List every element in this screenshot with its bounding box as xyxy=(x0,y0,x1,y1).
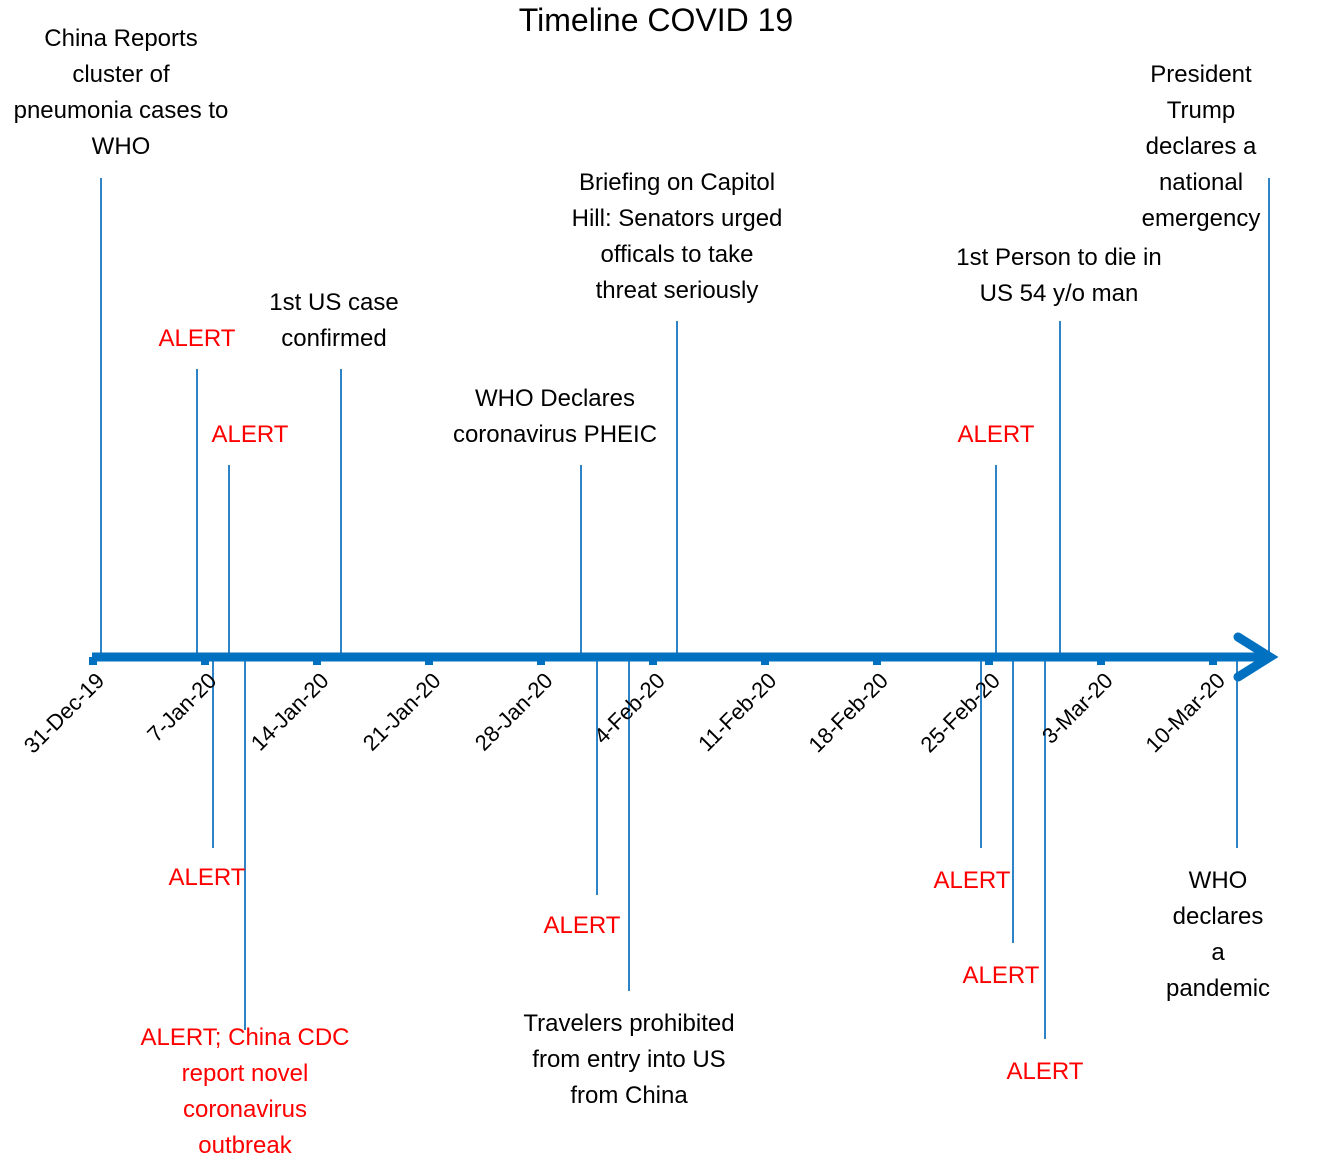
event-label: WHO declares a pandemic xyxy=(1165,867,1271,1002)
arrow-head-icon xyxy=(1233,632,1279,682)
axis-tick-mark xyxy=(649,657,657,665)
event-label: 1st Person to die in US 54 y/o man xyxy=(956,244,1162,307)
axis-tick-mark xyxy=(1209,657,1217,665)
axis-tick-mark xyxy=(201,657,209,665)
alert-label: ALERT xyxy=(211,421,289,448)
axis-tick-mark xyxy=(89,657,97,665)
alert-label: ALERT xyxy=(543,912,621,939)
axis-tick-mark xyxy=(873,657,881,665)
axis-tick-mark xyxy=(537,657,545,665)
alert-label: ALERT xyxy=(962,962,1040,989)
event-label: Travelers prohibited from entry into US … xyxy=(523,1010,735,1109)
axis-tick-mark xyxy=(1097,657,1105,665)
alert-label: ALERT xyxy=(957,421,1035,448)
axis-tick-mark xyxy=(425,657,433,665)
event-label: China Reports cluster of pneumonia cases… xyxy=(13,25,229,160)
alert-label: ALERT; China CDC report novel coronaviru… xyxy=(140,1024,350,1159)
event-label: Briefing on Capitol Hill: Senators urged… xyxy=(571,169,783,304)
event-label: 1st US case confirmed xyxy=(269,289,399,352)
axis-tick-mark xyxy=(761,657,769,665)
alert-label: ALERT xyxy=(933,867,1011,894)
axis-tick-mark xyxy=(985,657,993,665)
alert-label: ALERT xyxy=(158,325,236,352)
axis-tick-mark xyxy=(313,657,321,665)
alert-label: ALERT xyxy=(1006,1058,1084,1085)
alert-label: ALERT xyxy=(168,864,246,891)
event-label: WHO Declares coronavirus PHEIC xyxy=(452,385,658,448)
diagram-title: Timeline COVID 19 xyxy=(518,2,794,38)
event-label: President Trump declares a national emer… xyxy=(1141,61,1261,232)
